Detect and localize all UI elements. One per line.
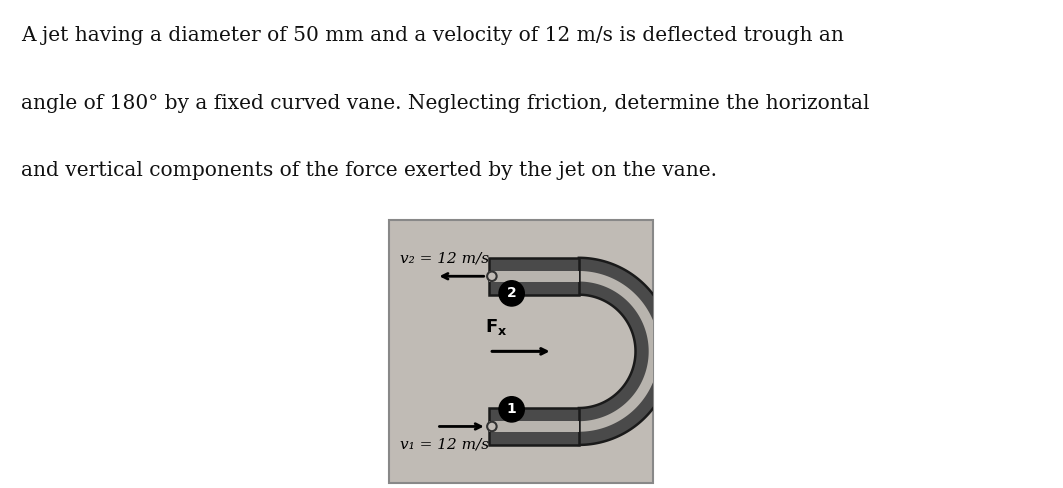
Text: and vertical components of the force exerted by the jet on the vane.: and vertical components of the force exe… (21, 162, 718, 181)
Circle shape (499, 281, 524, 306)
Polygon shape (489, 421, 579, 432)
Polygon shape (579, 271, 659, 432)
Polygon shape (579, 258, 673, 445)
Text: v₁ = 12 m/s: v₁ = 12 m/s (400, 437, 489, 451)
Circle shape (487, 271, 496, 281)
Polygon shape (489, 258, 579, 295)
Polygon shape (489, 408, 579, 445)
Text: A jet having a diameter of 50 mm and a velocity of 12 m/s is deflected trough an: A jet having a diameter of 50 mm and a v… (21, 26, 844, 45)
Circle shape (499, 397, 524, 422)
Text: $\mathbf{F_x}$: $\mathbf{F_x}$ (486, 317, 508, 337)
Text: 1: 1 (507, 402, 517, 416)
Text: angle of 180° by a fixed curved vane. Neglecting friction, determine the horizon: angle of 180° by a fixed curved vane. Ne… (21, 94, 870, 113)
Polygon shape (489, 271, 579, 282)
Text: v₂ = 12 m/s: v₂ = 12 m/s (400, 252, 489, 265)
Circle shape (487, 422, 496, 431)
Text: 2: 2 (507, 286, 517, 301)
